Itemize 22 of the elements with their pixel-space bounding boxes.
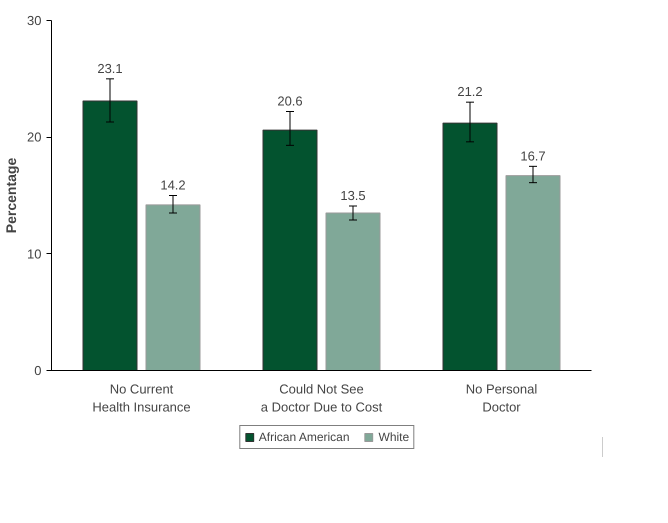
legend-label: White xyxy=(378,430,410,444)
data-label: 21.2 xyxy=(457,84,483,100)
bar xyxy=(262,130,318,370)
bar xyxy=(82,100,138,370)
x-tick-label: No Current Health Insurance xyxy=(92,382,191,414)
y-axis-title: Percentage xyxy=(3,158,20,234)
bar xyxy=(326,212,380,370)
legend-label: African American xyxy=(258,430,350,444)
x-tick-label: No Personal Doctor xyxy=(466,382,538,414)
y-tick-label: 20 xyxy=(27,130,42,145)
data-label: 16.7 xyxy=(520,148,546,164)
data-label: 13.5 xyxy=(340,188,366,203)
bar xyxy=(442,122,498,370)
bar xyxy=(146,204,200,370)
x-tick-label: Could Not See a Doctor Due to Cost xyxy=(260,382,383,414)
y-tick-label: 30 xyxy=(27,13,42,28)
data-label: 23.1 xyxy=(97,60,123,76)
data-label: 20.6 xyxy=(277,94,303,108)
data-label: 14.2 xyxy=(160,178,186,192)
bar xyxy=(506,175,560,370)
y-tick-label: 0 xyxy=(34,363,42,378)
y-tick-label: 10 xyxy=(27,246,42,262)
